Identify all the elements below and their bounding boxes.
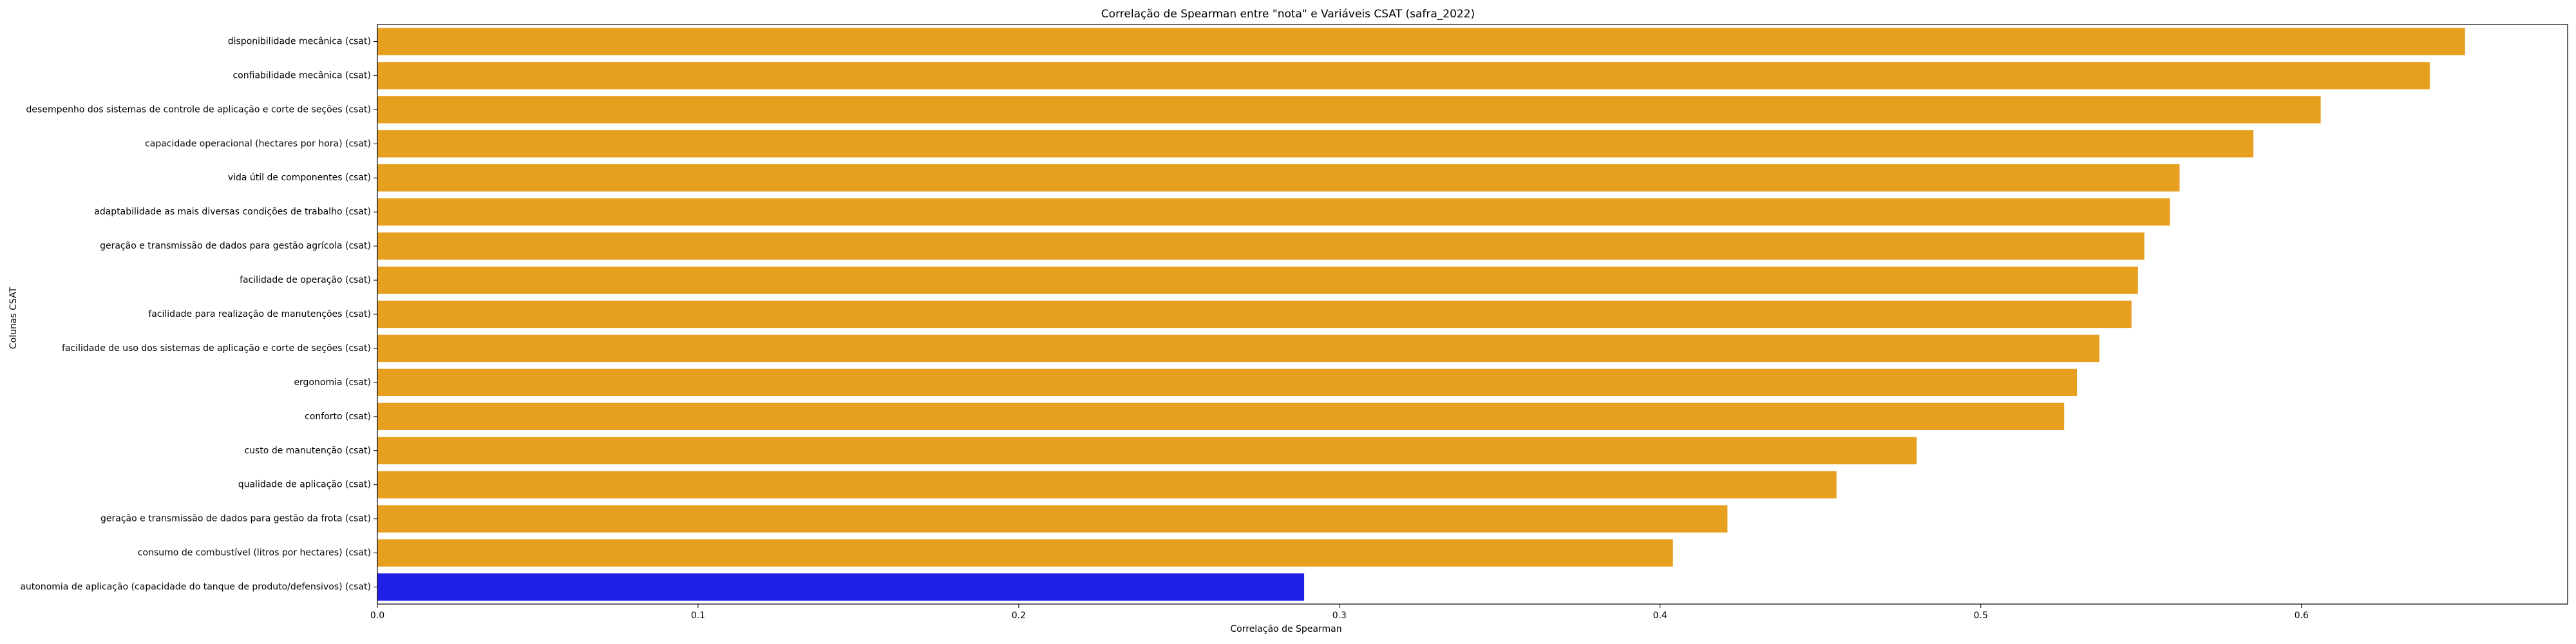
bar: [377, 471, 1837, 498]
y-ticks-group: disponibilidade mecânica (csat) confiabil…: [20, 36, 377, 592]
x-tick-label: 0.4: [1653, 611, 1667, 621]
y-tick-label: facilidade de operação (csat): [240, 275, 371, 285]
y-tick-label: desempenho dos sistemas de controle de a…: [26, 104, 371, 115]
x-tick-label: 0.1: [691, 611, 705, 621]
y-tick-label: facilidade de uso dos sistemas de aplica…: [62, 343, 371, 354]
bar: [377, 198, 2170, 226]
x-tick-label: 0.2: [1012, 611, 1026, 621]
bar: [377, 232, 2145, 260]
x-axis-label: Correlação de Spearman: [1230, 624, 1341, 634]
bar: [377, 96, 2321, 124]
x-tick-label: 0.5: [1974, 611, 1988, 621]
bar: [377, 130, 2254, 158]
y-tick-label: ergonomia (csat): [294, 377, 371, 388]
y-tick-label: conforto (csat): [305, 412, 371, 422]
y-tick-label: vida útil de componentes (csat): [228, 173, 371, 183]
plot-frame: [377, 24, 2568, 605]
bar: [377, 62, 2430, 90]
bars-group: [377, 28, 2465, 601]
bar: [377, 402, 2065, 430]
bar: [377, 505, 1728, 533]
bar: [377, 300, 2132, 328]
y-tick-label: custo de manutenção (csat): [244, 446, 371, 456]
y-tick-label: disponibilidade mecânica (csat): [228, 36, 371, 46]
x-tick-label: 0.0: [370, 611, 384, 621]
y-axis-label: Colunas CSAT: [8, 287, 19, 349]
x-tick-label: 0.3: [1332, 611, 1347, 621]
chart-title: Correlação de Spearman entre "nota" e Va…: [1101, 8, 1475, 21]
x-tick-label: 0.6: [2295, 611, 2309, 621]
y-tick-label: autonomia de aplicação (capacidade do ta…: [20, 582, 371, 592]
bar: [377, 334, 2099, 363]
bar: [377, 164, 2180, 192]
y-tick-label: confiabilidade mecânica (csat): [232, 70, 371, 80]
bar: [377, 437, 1917, 464]
y-tick-label: geração e transmissão de dados para gest…: [100, 241, 371, 251]
bar: [377, 368, 2078, 397]
y-tick-label: adaptabilidade as mais diversas condiçõe…: [94, 207, 371, 217]
x-ticks-group: 0.0 0.1 0.2 0.3 0.4 0.5 0.6: [370, 604, 2309, 621]
y-tick-label: geração e transmissão de dados para gest…: [100, 514, 371, 524]
y-tick-label: consumo de combustível (litros por hecta…: [138, 548, 371, 558]
y-tick-label: facilidade para realização de manutençõe…: [148, 309, 371, 319]
bar: [377, 266, 2138, 294]
bar: [377, 573, 1305, 601]
bar: [377, 539, 1673, 567]
y-tick-label: capacidade operacional (hectares por hor…: [145, 138, 371, 149]
bar: [377, 28, 2465, 55]
y-tick-label: qualidade de aplicação (csat): [238, 480, 371, 490]
